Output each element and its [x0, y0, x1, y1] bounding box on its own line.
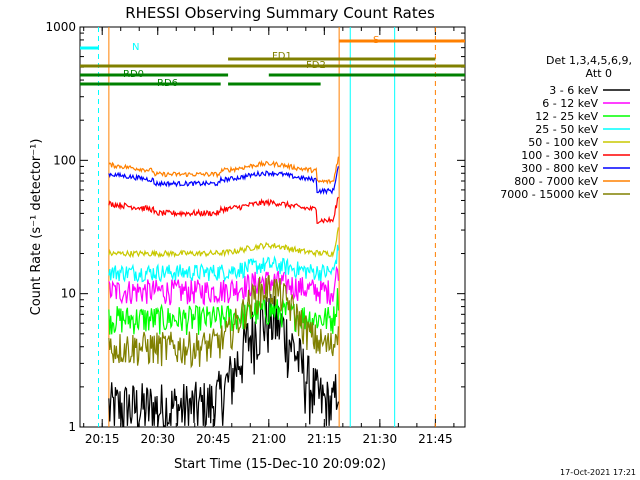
- legend-label: 100 - 300 keV: [521, 149, 598, 162]
- series-line: [108, 166, 339, 196]
- flag-label: FD2: [306, 60, 326, 71]
- series-line: [108, 294, 339, 428]
- detector-info: Det 1,3,4,5,6,9,: [546, 54, 632, 67]
- legend-label: 25 - 50 keV: [535, 123, 598, 136]
- legend-label: 3 - 6 keV: [549, 84, 598, 97]
- flag-label: S: [373, 35, 379, 46]
- legend-label: 800 - 7000 keV: [514, 175, 598, 188]
- y-tick-label: 1: [68, 420, 76, 434]
- y-tick-label: 1000: [45, 20, 76, 34]
- series-line: [108, 275, 339, 369]
- series-line: [108, 244, 339, 283]
- x-tick-label: 20:15: [85, 432, 120, 446]
- legend-label: 12 - 25 keV: [535, 110, 598, 123]
- flag-label: FD1: [272, 51, 292, 62]
- x-tick-label: 21:15: [307, 432, 342, 446]
- legend-label: 6 - 12 keV: [542, 97, 598, 110]
- legend-label: 300 - 800 keV: [521, 162, 598, 175]
- legend-label: 50 - 100 keV: [528, 136, 598, 149]
- attenuator-info: Att 0: [586, 67, 612, 80]
- flag-label: RD0: [123, 69, 144, 80]
- series-line: [108, 156, 339, 185]
- flag-label: N: [132, 42, 139, 53]
- x-axis-label: Start Time (15-Dec-10 20:09:02): [174, 457, 386, 472]
- flag-label: RD6: [157, 78, 178, 89]
- x-tick-label: 20:30: [140, 432, 175, 446]
- y-axis-label: Count Rate (s⁻¹ detector⁻¹): [29, 139, 44, 316]
- series-line: [108, 196, 339, 224]
- legend-label: 7000 - 15000 keV: [500, 188, 598, 201]
- x-tick-label: 21:00: [252, 432, 287, 446]
- series-line: [108, 265, 339, 306]
- y-tick-label: 100: [53, 153, 76, 167]
- series-line: [108, 227, 339, 259]
- y-tick-label: 10: [61, 287, 76, 301]
- x-tick-label: 20:45: [196, 432, 231, 446]
- x-tick-label: 21:30: [363, 432, 398, 446]
- chart-title: RHESSI Observing Summary Count Rates: [125, 4, 435, 22]
- generated-timestamp: 17-Oct-2021 17:21: [560, 468, 636, 477]
- plot-frame: [79, 26, 466, 428]
- x-tick-label: 21:45: [418, 432, 453, 446]
